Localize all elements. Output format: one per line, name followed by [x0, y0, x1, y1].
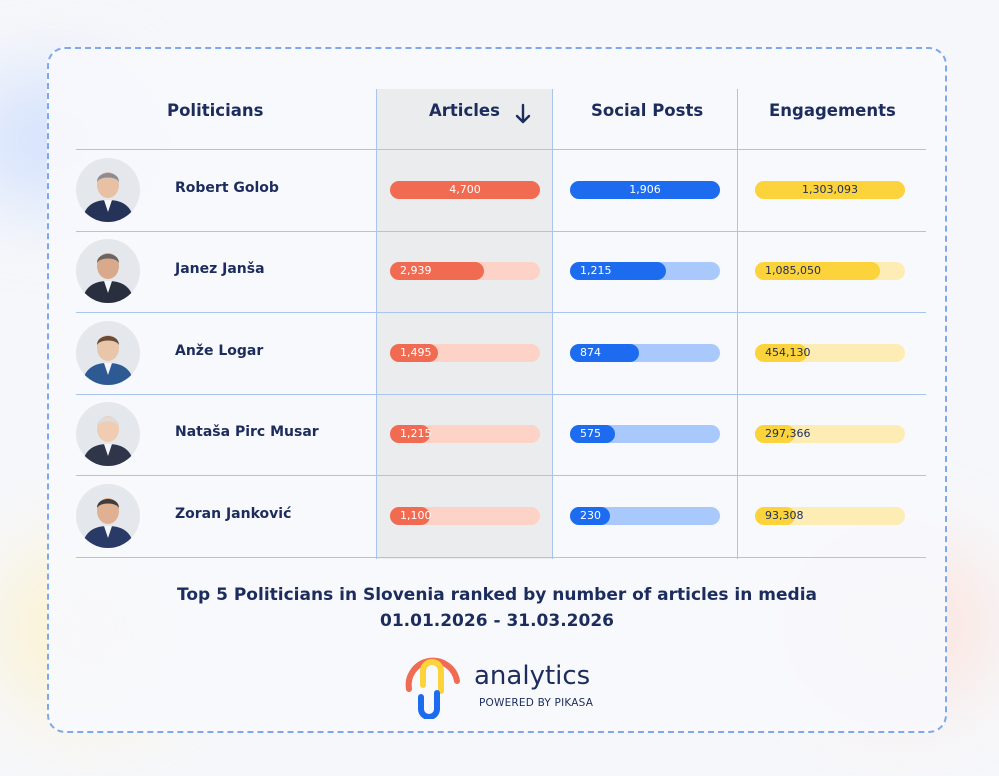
engagements-track: 1,303,093: [755, 180, 905, 199]
header-articles[interactable]: Articles: [429, 101, 500, 120]
articles-value-label: 1,495: [400, 345, 432, 359]
person-photo-icon: [76, 402, 140, 467]
column-divider: [737, 89, 738, 559]
articles-value-label: 4,700: [449, 182, 481, 196]
row-divider: [76, 556, 926, 558]
articles-value-label: 1,215: [400, 427, 432, 441]
articles-track: 2,939: [390, 262, 540, 281]
articles-track: 4,700: [390, 180, 540, 199]
engagements-bar: [755, 262, 880, 281]
articles-value-label: 2,939: [400, 264, 432, 278]
engagements-bar: [755, 343, 808, 362]
social-posts-track: 575: [570, 425, 720, 444]
articles-track: 1,495: [390, 343, 540, 362]
row-divider: [76, 230, 926, 232]
logo-wordmark: analytics: [474, 661, 591, 691]
politician-name: Anže Logar: [175, 342, 264, 359]
politician-name: Robert Golob: [175, 179, 279, 196]
social-posts-bar: [570, 425, 616, 444]
social-posts-bar: [570, 343, 639, 362]
row-divider: [76, 149, 926, 150]
social-posts-bar: [570, 506, 610, 525]
politician-name: Janez Janša: [175, 261, 265, 278]
articles-bar: [390, 506, 430, 525]
social-posts-bar: [570, 262, 666, 281]
social-posts-value-label: 874: [580, 345, 601, 359]
engagements-value-label: 1,303,093: [802, 182, 858, 196]
social-posts-track: 874: [570, 343, 720, 362]
sorted-column-highlight: [377, 89, 553, 559]
engagements-value-label: 93,308: [765, 508, 804, 522]
chart-subtitle: 01.01.2026 - 31.03.2026: [380, 611, 614, 631]
avatar: [76, 320, 140, 385]
arrow-down-icon[interactable]: [514, 103, 532, 125]
social-posts-value-label: 1,215: [580, 264, 612, 278]
header-engagements: Engagements: [769, 101, 896, 120]
articles-track: 1,215: [390, 425, 540, 444]
chart-title: Top 5 Politicians in Slovenia ranked by …: [177, 585, 817, 605]
person-photo-icon: [76, 157, 140, 222]
articles-track: 1,100: [390, 506, 540, 525]
row-divider: [76, 393, 926, 395]
engagements-track: 454,130: [755, 343, 905, 362]
analytics-logo-icon: [405, 657, 460, 719]
social-posts-bar: [570, 180, 720, 199]
engagements-bar: [755, 425, 795, 444]
social-posts-track: 230: [570, 506, 720, 525]
column-divider: [376, 89, 377, 559]
avatar: [76, 239, 140, 304]
row-divider: [76, 475, 926, 476]
avatar: [76, 402, 140, 467]
articles-bar: [390, 180, 540, 199]
row-divider: [76, 312, 926, 313]
avatar: [76, 157, 140, 222]
person-photo-icon: [76, 483, 140, 548]
social-posts-track: 1,215: [570, 262, 720, 281]
logo-powered-by: POWERED BY PIKASA: [479, 697, 594, 709]
social-posts-track: 1,906: [570, 180, 720, 199]
header-politicians: Politicians: [167, 101, 264, 120]
engagements-track: 297,366: [755, 425, 905, 444]
engagements-value-label: 297,366: [765, 427, 811, 441]
engagements-value-label: 1,085,050: [765, 264, 821, 278]
articles-bar: [390, 343, 438, 362]
articles-bar: [390, 425, 430, 444]
social-posts-value-label: 575: [580, 427, 601, 441]
articles-bar: [390, 262, 484, 281]
politician-name: Zoran Janković: [175, 505, 292, 522]
politician-name: Nataša Pirc Musar: [175, 424, 319, 441]
engagements-value-label: 454,130: [765, 345, 811, 359]
engagements-track: 93,308: [755, 506, 905, 525]
person-photo-icon: [76, 320, 140, 385]
engagements-track: 1,085,050: [755, 262, 905, 281]
social-posts-value-label: 1,906: [629, 182, 661, 196]
person-photo-icon: [76, 239, 140, 304]
column-divider: [552, 89, 553, 559]
engagements-bar: [755, 180, 905, 199]
report-card: Politicians Articles Social Posts Engage…: [47, 47, 947, 733]
articles-value-label: 1,100: [400, 508, 432, 522]
social-posts-value-label: 230: [580, 508, 601, 522]
avatar: [76, 483, 140, 548]
engagements-bar: [755, 506, 795, 525]
header-social-posts: Social Posts: [591, 101, 704, 120]
